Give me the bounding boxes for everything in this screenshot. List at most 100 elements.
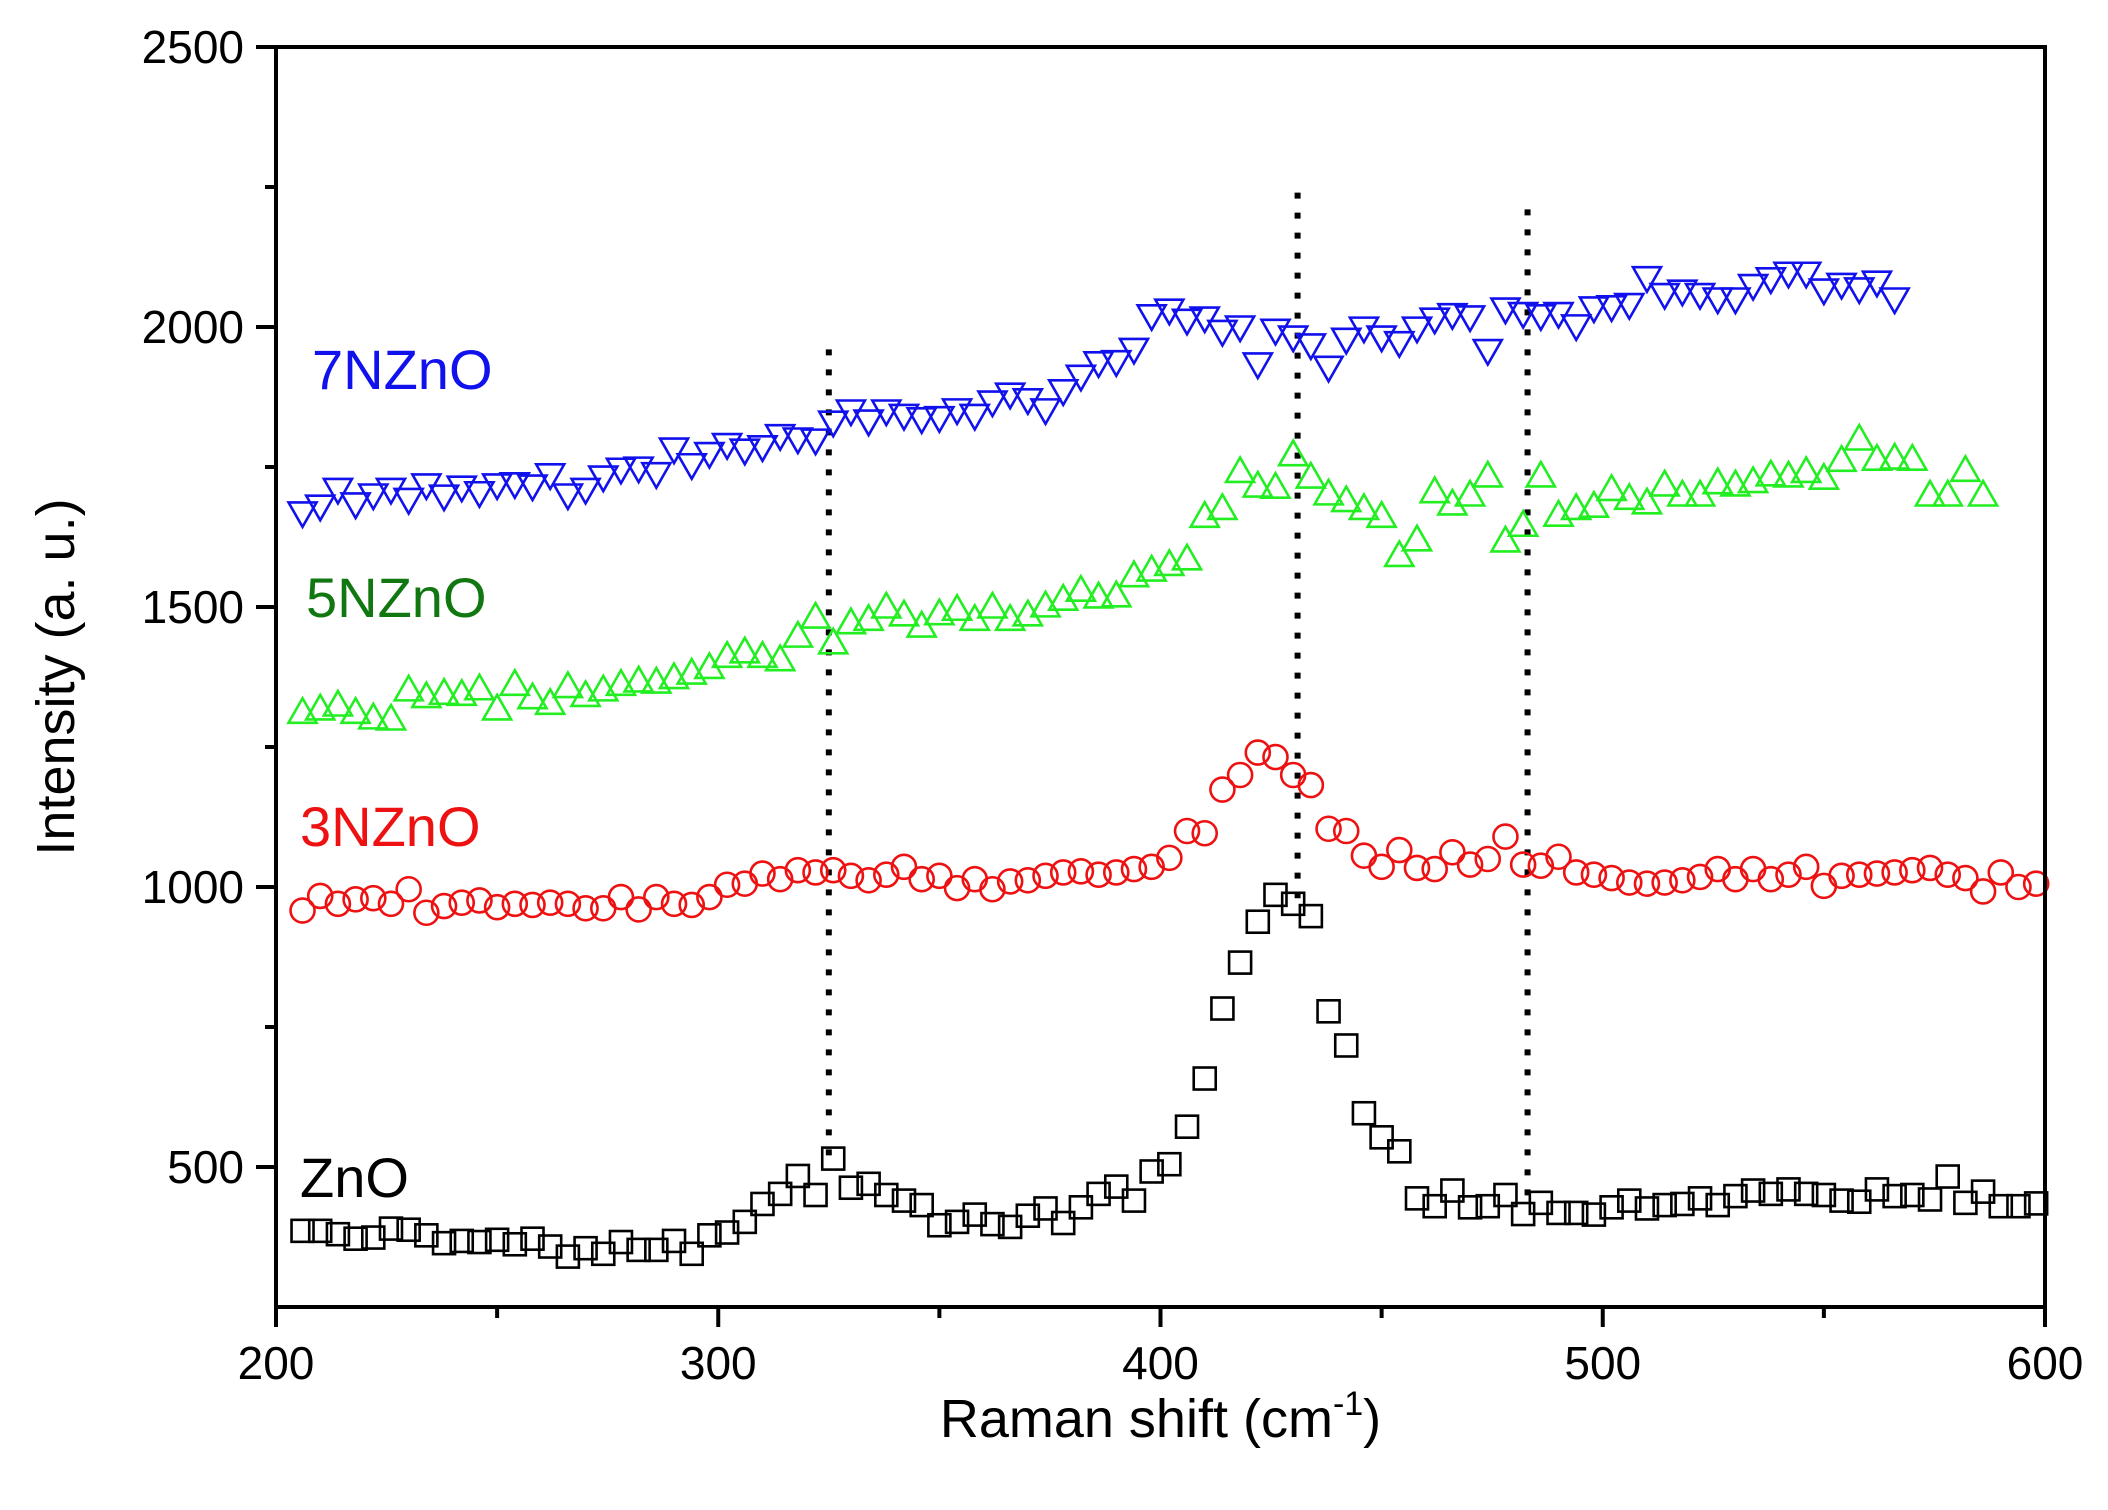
data-point	[1686, 863, 1714, 891]
data-point	[1245, 909, 1271, 935]
data-point	[1630, 486, 1664, 515]
data-point	[466, 887, 493, 914]
data-point	[1754, 267, 1788, 296]
data-point	[608, 1229, 634, 1255]
data-point	[569, 477, 602, 507]
data-point	[1279, 761, 1307, 789]
x-tick-label: 200	[238, 1337, 315, 1389]
data-point	[927, 1212, 952, 1238]
series-label-3nzno: 3NZnO	[300, 795, 481, 858]
data-point	[874, 1182, 899, 1208]
data-point	[1206, 491, 1239, 521]
series-3nzno	[289, 739, 2050, 927]
data-point	[980, 1211, 1005, 1237]
data-point	[1599, 1195, 1624, 1220]
data-point	[1192, 1066, 1218, 1091]
data-point	[887, 403, 921, 433]
data-point	[1227, 950, 1253, 975]
data-point	[1615, 869, 1643, 896]
data-point	[1772, 261, 1805, 290]
data-point	[905, 407, 938, 436]
data-point	[1793, 1181, 1819, 1207]
plot-frame	[274, 45, 2047, 1309]
data-point	[589, 894, 617, 922]
data-point	[410, 679, 443, 709]
data-point	[697, 1223, 722, 1248]
data-point	[784, 856, 812, 884]
data-point	[448, 889, 476, 916]
data-point	[1241, 469, 1275, 498]
data-point	[873, 861, 900, 888]
data-point	[413, 899, 440, 927]
data-point	[339, 695, 372, 725]
x-axis-title: Raman shift (cm-1)	[940, 1385, 1381, 1449]
data-point	[1312, 355, 1345, 384]
data-point	[1845, 861, 1873, 888]
data-point	[1648, 468, 1681, 497]
data-point	[852, 409, 885, 438]
data-point	[1489, 524, 1522, 553]
data-point	[781, 619, 815, 648]
data-point	[1297, 771, 1325, 799]
y-axis: 500 1000 1500 2000 2500	[142, 21, 276, 1193]
data-point	[855, 866, 882, 894]
data-point	[1634, 1196, 1660, 1221]
data-point	[607, 883, 635, 911]
data-point	[675, 452, 708, 482]
data-point	[1315, 815, 1342, 843]
data-point	[431, 1230, 457, 1256]
data-point	[923, 405, 956, 435]
data-point	[357, 701, 390, 730]
data-point	[1439, 838, 1466, 866]
data-point	[1613, 292, 1646, 322]
data-point	[1705, 1192, 1731, 1218]
data-point	[430, 892, 458, 920]
data-point	[1294, 333, 1328, 362]
data-point	[746, 639, 779, 669]
data-point	[1064, 573, 1098, 603]
data-point	[516, 474, 549, 503]
data-point	[1652, 1192, 1677, 1218]
data-point	[1102, 859, 1130, 886]
data-point	[1153, 298, 1186, 327]
data-point	[837, 862, 865, 890]
data-point	[1457, 1195, 1483, 1220]
data-point	[1347, 491, 1381, 521]
data-point	[1471, 338, 1505, 368]
data-point	[396, 1217, 421, 1243]
data-point	[427, 676, 461, 706]
data-point	[1082, 351, 1115, 380]
data-point	[1170, 308, 1204, 337]
data-point	[1988, 1193, 2014, 1219]
data-point	[1563, 1200, 1589, 1226]
data-point	[1545, 843, 1572, 871]
data-point	[908, 865, 935, 893]
data-point	[1899, 856, 1926, 884]
data-point	[449, 1228, 475, 1254]
data-point	[1312, 477, 1345, 506]
data-point	[1825, 443, 1858, 473]
data-point	[1739, 855, 1767, 883]
data-point	[834, 399, 868, 428]
data-point	[1509, 851, 1537, 878]
data-point	[463, 480, 496, 510]
data-point	[1949, 453, 1982, 483]
data-point	[819, 856, 847, 884]
data-point	[1581, 1202, 1607, 1227]
data-point	[1263, 882, 1288, 908]
data-point	[343, 1226, 368, 1251]
data-point	[1223, 454, 1257, 484]
data-point	[1351, 1100, 1377, 1126]
data-point	[1139, 1159, 1164, 1184]
data-point	[321, 477, 355, 507]
data-point	[1807, 278, 1841, 307]
data-point	[1029, 398, 1062, 427]
data-point	[1527, 852, 1555, 880]
data-point	[1493, 1182, 1518, 1208]
data-point	[342, 886, 369, 913]
data-point	[996, 868, 1024, 895]
data-point	[1120, 855, 1148, 883]
data-point	[1276, 438, 1310, 467]
data-point	[622, 664, 655, 693]
data-point	[427, 484, 461, 513]
